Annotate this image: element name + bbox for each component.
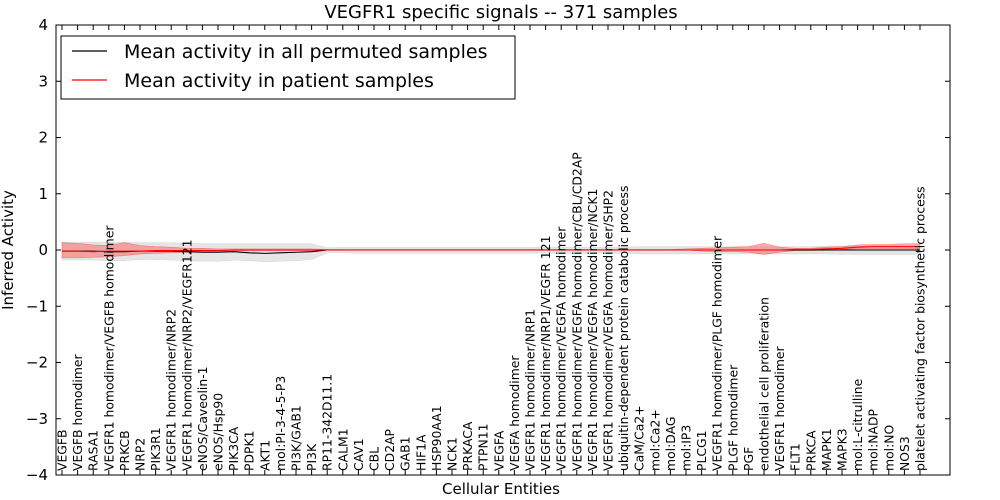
x-tick-label: mol:IP3	[679, 425, 694, 471]
x-tick-label: ubiquitin-dependent protein catabolic pr…	[616, 186, 631, 471]
legend-box	[60, 35, 516, 100]
y-tick-label: 1	[38, 185, 48, 203]
x-tick-label: PIK3R1	[148, 427, 163, 471]
x-tick-label: GAB1	[398, 437, 413, 471]
x-tick-label: VEGFR1 homodimer/VEGFA homodimer	[554, 226, 569, 471]
y-tick-label: −3	[26, 410, 48, 428]
x-tick-label: NCK1	[445, 437, 460, 471]
x-tick-label: PIK3CA	[226, 426, 241, 471]
x-tick-label: RASA1	[86, 430, 101, 471]
x-tick-label: VEGFR1 homodimer/VEGFA homodimer/CBL/CD2…	[569, 152, 584, 471]
x-tick-label: PRKCB	[117, 430, 132, 471]
x-tick-label: VEGFR1 homodimer/PLGF homodimer	[710, 235, 725, 471]
x-tick-label: PI3K	[304, 443, 319, 471]
x-tick-label: endothelial cell proliferation	[757, 297, 772, 471]
x-tick-label: VEGFR1 homodimer/NRP1/VEGFR 121	[538, 236, 553, 471]
x-tick-label: VEGFR1 homodimer/VEGFA homodimer/NCK1	[585, 189, 600, 471]
x-tick-label: PI3K/GAB1	[289, 405, 304, 471]
x-tick-label: MAPK1	[819, 428, 834, 471]
x-tick-label: AKT1	[257, 440, 272, 471]
x-tick-label: PLGF homodimer	[725, 364, 740, 471]
y-tick-label: −2	[26, 354, 48, 372]
x-tick-label: PRKACA	[460, 421, 475, 471]
x-tick-label: NRP2	[133, 438, 148, 471]
chart-title: VEGFR1 specific signals -- 371 samples	[324, 2, 677, 23]
x-tick-label: MAPK3	[835, 428, 850, 471]
x-tick-label: mol:PI-3-4-5-P3	[273, 376, 288, 471]
x-tick-label: mol:NO	[881, 424, 896, 471]
series-line-patient	[62, 246, 920, 253]
x-tick-label: NOS3	[897, 436, 912, 471]
legend: Mean activity in all permuted samples Me…	[60, 35, 516, 100]
x-tick-label: eNOS/Hsp90	[211, 393, 226, 471]
x-tick-label: mol:DAG	[663, 417, 678, 471]
x-tick-label: PLCG1	[694, 430, 709, 471]
x-tick-label: PRKCA	[803, 430, 818, 471]
y-tick-label: 2	[38, 129, 48, 147]
x-tick-label: mol:NADP	[866, 408, 881, 471]
x-tick-label: CALM1	[335, 428, 350, 471]
y-tick-label: 4	[38, 16, 48, 34]
y-tick-label: 3	[38, 72, 48, 90]
x-tick-label: VEGFA homodimer	[507, 355, 522, 471]
x-tick-label: PGF	[741, 447, 756, 471]
x-tick-label: PDPK1	[242, 431, 257, 472]
x-tick-label: mol:L-citrulline	[850, 379, 865, 471]
x-tick-label: CaM/Ca2+	[632, 405, 647, 471]
x-tick-label: RP11-342D11.1	[320, 374, 335, 471]
x-tick-label: VEGFR1 homodimer/NRP2/VEGFR121	[179, 239, 194, 471]
x-tick-label: VEGFB homodimer	[70, 353, 85, 471]
x-tick-label: PTPN11	[476, 423, 491, 471]
x-tick-label: CAV1	[351, 438, 366, 471]
x-tick-label: VEGFR1 homodimer/VEGFA homodimer/SHP2	[601, 190, 616, 471]
y-axis-label: Inferred Activity	[0, 190, 17, 310]
x-tick-label: mol:Ca2+	[647, 409, 662, 471]
x-tick-label: CBL	[367, 447, 382, 471]
legend-label-patient: Mean activity in patient samples	[124, 70, 434, 92]
x-tick-label: VEGFB	[55, 429, 70, 471]
x-tick-label: VEGFR1 homodimer/NRP1	[523, 309, 538, 471]
x-tick-label: eNOS/Caveolin-1	[195, 366, 210, 471]
y-tick-label: −4	[26, 466, 48, 484]
x-tick-label: VEGFR1 homodimer	[772, 345, 787, 471]
x-tick-label: platelet activating factor biosynthetic …	[913, 186, 928, 471]
series-band-permuted	[61, 241, 921, 263]
x-tick-label: CD2AP	[382, 428, 397, 471]
x-tick-label: HSP90AA1	[429, 405, 444, 471]
x-axis-label: Cellular Entities	[442, 480, 560, 498]
x-tick-label: VEGFR1 homodimer/VEGFB homodimer	[101, 225, 116, 471]
x-tick-label: HIF1A	[413, 434, 428, 471]
y-tick-label: 0	[38, 241, 48, 259]
x-tick-label: FLT1	[788, 443, 803, 471]
y-tick-label: −1	[26, 297, 48, 315]
x-tick-label: VEGFR1 homodimer/NRP2	[164, 309, 179, 471]
legend-label-permuted: Mean activity in all permuted samples	[124, 41, 487, 63]
x-tick-label: VEGFA	[491, 430, 506, 471]
